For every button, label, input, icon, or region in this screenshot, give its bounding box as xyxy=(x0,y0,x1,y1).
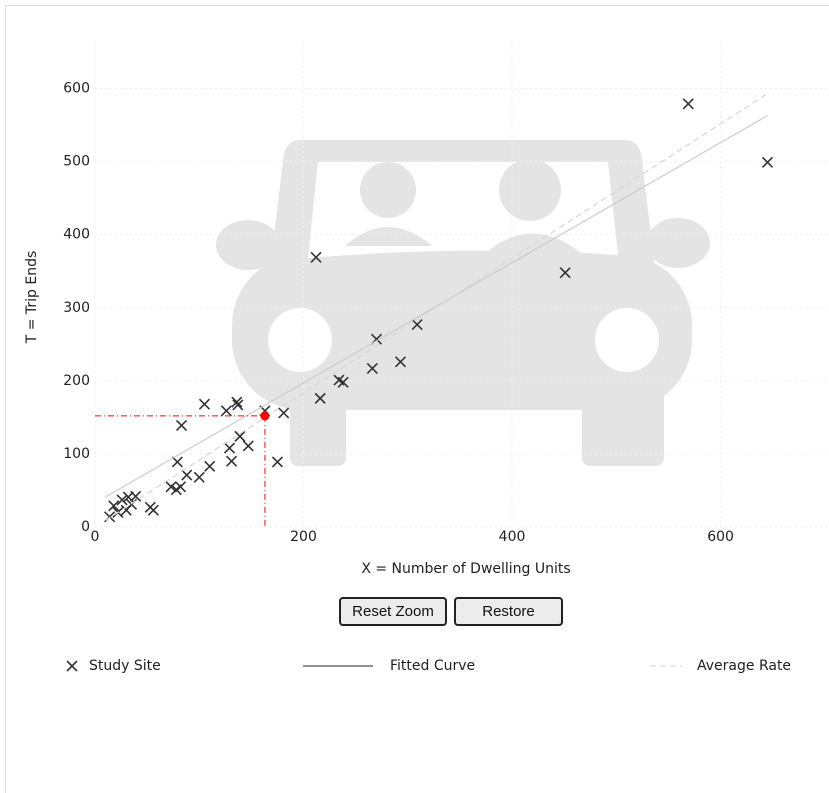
study-site-point xyxy=(394,356,407,368)
study-site-point xyxy=(682,98,694,110)
study-site-point xyxy=(204,460,216,472)
highlight-point xyxy=(260,411,270,421)
study-site-point xyxy=(310,251,322,263)
study-site-point xyxy=(193,471,205,483)
fitted-curve-line xyxy=(105,115,768,498)
y-tick-label: 0 xyxy=(81,519,90,535)
study-site-point xyxy=(220,405,232,417)
study-site-point xyxy=(223,442,236,454)
study-site-point xyxy=(171,456,183,468)
frame xyxy=(5,5,829,793)
x-tick-label: 600 xyxy=(707,529,734,545)
reset-zoom-button[interactable]: Reset Zoom xyxy=(339,597,447,626)
x-tick-label: 400 xyxy=(499,529,526,545)
y-tick-label: 200 xyxy=(63,373,90,389)
study-site-point xyxy=(242,440,254,452)
x-tick-label: 200 xyxy=(290,529,317,545)
study-site-point xyxy=(271,456,284,468)
y-tick-label: 600 xyxy=(63,81,90,97)
study-site-point xyxy=(130,490,142,502)
study-site-point xyxy=(411,318,423,331)
legend-label: Fitted Curve xyxy=(390,658,475,674)
legend-marker xyxy=(66,660,78,672)
restore-button[interactable]: Restore xyxy=(454,597,563,626)
study-site-point xyxy=(231,396,243,408)
study-site-point xyxy=(181,469,193,481)
y-axis-label: T = Trip Ends xyxy=(24,251,40,345)
study-site-point xyxy=(116,494,128,506)
x-axis-label: X = Number of Dwelling Units xyxy=(361,561,570,577)
study-site-point xyxy=(366,362,378,374)
y-tick-label: 100 xyxy=(63,446,90,462)
study-site-point xyxy=(198,398,211,410)
average-rate-line xyxy=(105,93,768,521)
legend-label: Average Rate xyxy=(697,658,791,674)
y-tick-label: 400 xyxy=(63,227,90,243)
y-tick-label: 300 xyxy=(63,300,90,316)
x-tick-label: 0 xyxy=(91,529,100,545)
study-site-point xyxy=(147,504,159,516)
study-site-point xyxy=(226,455,238,467)
study-site-point xyxy=(314,392,326,404)
y-tick-label: 500 xyxy=(63,154,90,170)
study-site-point xyxy=(175,419,188,431)
study-site-point xyxy=(232,399,244,411)
study-site-point xyxy=(559,267,571,279)
study-site-point xyxy=(761,156,774,168)
study-site-point xyxy=(337,376,349,388)
legend-label: Study Site xyxy=(89,658,161,674)
study-site-point xyxy=(165,481,177,493)
study-site-point xyxy=(278,407,290,419)
study-site-point xyxy=(174,481,187,493)
study-site-point xyxy=(108,500,120,512)
car-passengers xyxy=(345,159,585,258)
study-site-point xyxy=(234,430,246,442)
